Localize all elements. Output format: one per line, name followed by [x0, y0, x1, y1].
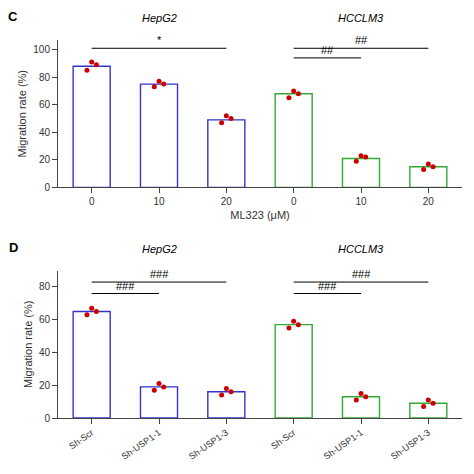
svg-text:20: 20 — [221, 196, 233, 207]
svg-text:D: D — [9, 240, 18, 255]
svg-text:HCCLM3: HCCLM3 — [338, 243, 384, 255]
svg-text:ML323 (μM): ML323 (μM) — [230, 209, 290, 221]
svg-text:Migration rate (%): Migration rate (%) — [22, 301, 34, 388]
svg-text:Migration rate (%): Migration rate (%) — [16, 70, 28, 157]
svg-text:0: 0 — [89, 196, 95, 207]
svg-text:100: 100 — [33, 44, 50, 55]
svg-text:0: 0 — [44, 182, 50, 193]
svg-text:60: 60 — [39, 314, 51, 325]
svg-text:40: 40 — [39, 347, 51, 358]
svg-text:Sh-USP1-1: Sh-USP1-1 — [120, 427, 163, 461]
svg-text:C: C — [8, 9, 18, 24]
svg-text:20: 20 — [39, 154, 51, 165]
svg-text:Sh-USP1-1: Sh-USP1-1 — [322, 427, 365, 461]
svg-text:0: 0 — [44, 413, 50, 424]
svg-text:20: 20 — [39, 380, 51, 391]
svg-text:###: ### — [150, 268, 169, 280]
svg-text:Sh-USP1-3: Sh-USP1-3 — [389, 427, 432, 461]
svg-text:###: ### — [352, 268, 371, 280]
svg-text:40: 40 — [39, 127, 51, 138]
svg-text:##: ## — [355, 34, 368, 46]
svg-text:###: ### — [116, 280, 135, 292]
svg-text:Sh-USP1-3: Sh-USP1-3 — [187, 427, 230, 461]
svg-text:###: ### — [318, 280, 337, 292]
svg-text:0: 0 — [291, 196, 297, 207]
svg-text:HepG2: HepG2 — [142, 243, 177, 255]
svg-text:Sh-Scr: Sh-Scr — [67, 427, 95, 451]
svg-text:20: 20 — [423, 196, 435, 207]
svg-text:10: 10 — [153, 196, 165, 207]
svg-text:HCCLM3: HCCLM3 — [338, 12, 384, 24]
svg-text:80: 80 — [39, 72, 51, 83]
svg-text:Sh-Scr: Sh-Scr — [269, 427, 297, 451]
svg-text:*: * — [157, 34, 162, 46]
svg-text:HepG2: HepG2 — [142, 12, 177, 24]
svg-text:80: 80 — [39, 281, 51, 292]
svg-text:##: ## — [321, 44, 334, 56]
svg-text:10: 10 — [355, 196, 367, 207]
svg-text:60: 60 — [39, 99, 51, 110]
